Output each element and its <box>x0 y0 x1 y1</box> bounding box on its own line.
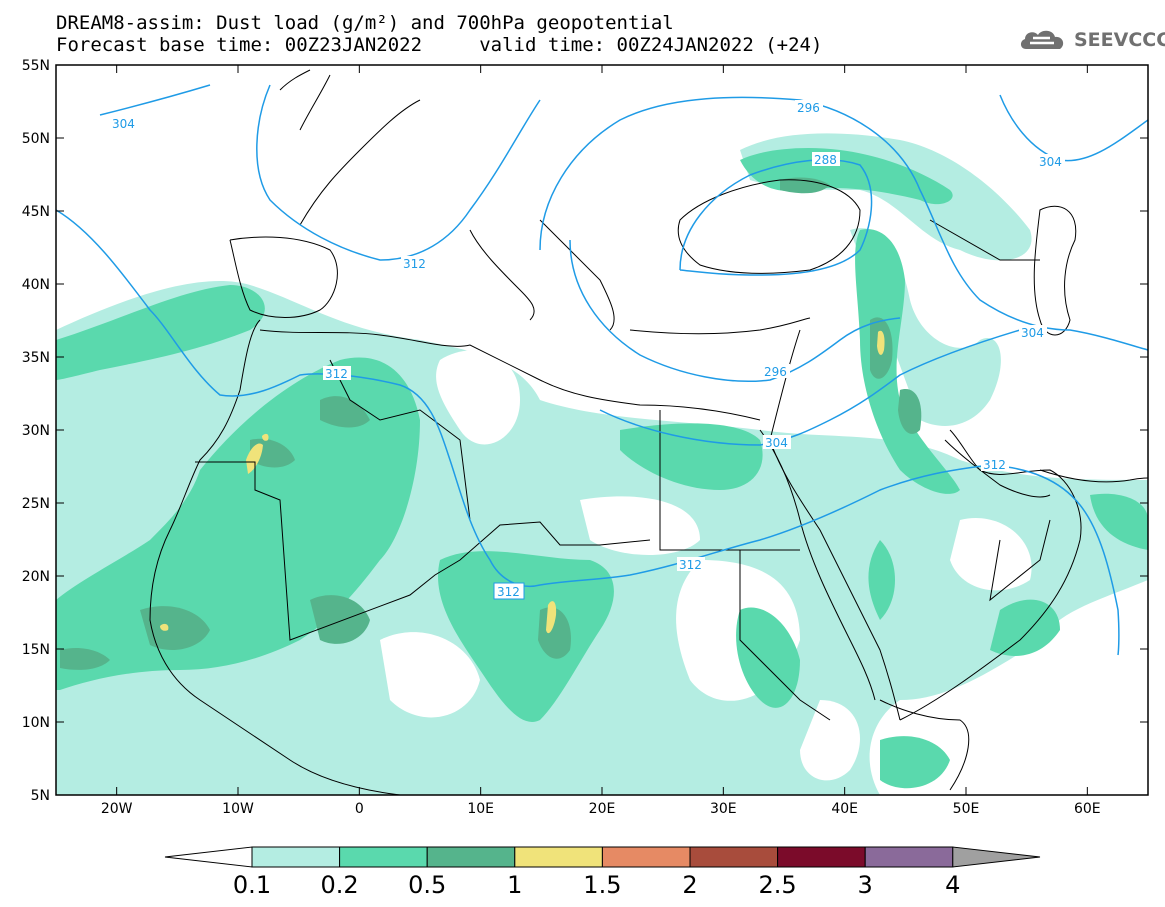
contour-312-north <box>256 84 541 261</box>
coastlines <box>149 69 1148 795</box>
longitude-axis: 20W 10W 0 10E 20E 30E 40E 50E 60E <box>101 65 1101 817</box>
colorbar-segment <box>777 846 866 868</box>
colorbar-segment <box>426 846 516 868</box>
colorbar-level-label: 2.5 <box>758 871 797 899</box>
colorbar-segment <box>601 846 691 868</box>
lat-tick-label: 40N <box>22 277 50 293</box>
lat-tick-label: 20N <box>22 569 50 585</box>
contour-312-west <box>56 209 1120 656</box>
colorbar-segment <box>689 846 779 868</box>
lat-tick-label: 50N <box>22 131 50 147</box>
geopotential-contours <box>56 84 1148 656</box>
contour-label: 312 <box>403 257 426 271</box>
contour-304-nw <box>99 84 211 116</box>
seevccc-logo: SEEVCCC <box>1018 26 1165 54</box>
lon-tick-label: 0 <box>355 801 364 817</box>
contour-label: 304 <box>765 436 788 450</box>
lat-tick-label: 55N <box>22 58 50 74</box>
contour-304-mid <box>599 329 1021 446</box>
contour-labels: 304 296 288 304 312 304 312 296 304 312 … <box>110 100 1065 600</box>
colorbar-level-label: 1 <box>507 871 523 899</box>
contour-label: 312 <box>679 558 702 572</box>
colorbar-level-label: 2 <box>682 871 698 899</box>
contour-label: 288 <box>814 153 837 167</box>
lat-tick-label: 30N <box>22 423 50 439</box>
contour-label: 312 <box>497 585 520 599</box>
contour-label: 312 <box>983 458 1006 472</box>
lat-tick-label: 5N <box>31 788 50 804</box>
map-title: DREAM8-assim: Dust load (g/m²) and 700hP… <box>56 12 674 34</box>
colorbar-level-label: 4 <box>945 871 961 899</box>
lat-tick-label: 35N <box>22 350 50 366</box>
colorbar-segment <box>339 846 428 868</box>
latitude-axis: 55N 50N 45N 40N 35N 30N 25N 20N 15N 10N 5N <box>22 58 1148 804</box>
colorbar-level-label: 1.5 <box>583 871 622 899</box>
contour-label: 304 <box>112 117 135 131</box>
lon-tick-label: 20W <box>101 801 133 817</box>
lon-tick-label: 20E <box>589 801 616 817</box>
colorbar-level-label: 3 <box>857 871 873 899</box>
colorbar-level-label: 0.5 <box>408 871 447 899</box>
lat-tick-label: 15N <box>22 642 50 658</box>
contour-288 <box>679 159 873 276</box>
lon-tick-label: 50E <box>953 801 980 817</box>
colorbar-over-triangle <box>952 846 1041 868</box>
colorbar-under-triangle <box>164 846 253 868</box>
lon-tick-label: 30E <box>710 801 737 817</box>
contour-label: 304 <box>1039 155 1062 169</box>
contour-296 <box>539 96 1148 351</box>
dust-load-field <box>56 133 1148 795</box>
forecast-time-subtitle: Forecast base time: 00Z23JAN2022 valid t… <box>56 34 823 56</box>
lon-tick-label: 10E <box>467 801 494 817</box>
contour-label: 296 <box>764 365 787 379</box>
contour-label: 312 <box>325 367 348 381</box>
logo-text: SEEVCCC <box>1074 29 1165 51</box>
colorbar-segment <box>864 846 954 868</box>
colorbar-segment <box>514 846 603 868</box>
contour-label: 296 <box>797 101 820 115</box>
cloud-icon <box>1020 30 1064 49</box>
lat-tick-label: 10N <box>22 715 50 731</box>
lon-tick-label: 10W <box>222 801 254 817</box>
lon-tick-label: 60E <box>1074 801 1101 817</box>
colorbar-segment <box>251 846 341 868</box>
lat-tick-label: 45N <box>22 204 50 220</box>
colorbar <box>164 846 1041 868</box>
contour-label: 304 <box>1021 326 1044 340</box>
contour-296-inner <box>569 239 901 383</box>
lat-tick-label: 25N <box>22 496 50 512</box>
colorbar-level-label: 0.2 <box>320 871 359 899</box>
lon-tick-label: 40E <box>831 801 858 817</box>
colorbar-level-label: 0.1 <box>232 871 272 899</box>
